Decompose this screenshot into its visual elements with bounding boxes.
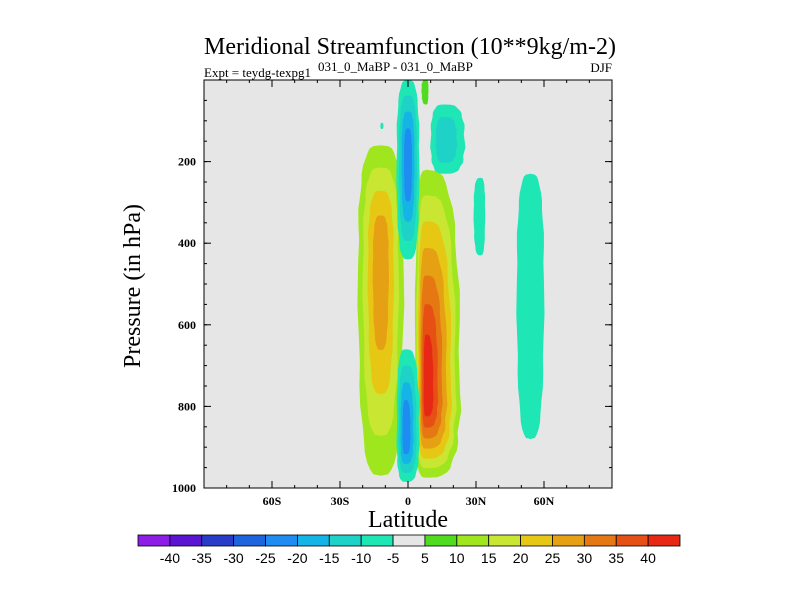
colorbar-label: 20: [513, 550, 529, 566]
axis-ticks: 60S 30S 0 30N 60N 200 400 600 800 1000: [172, 79, 613, 508]
contour-fill-sh-hadley-cell-level-25: [372, 215, 389, 351]
contour-cell-lower-negative-cell: [396, 349, 420, 482]
colorbar-swatch: [328, 534, 362, 547]
contour-fill-nh-upper-small-cell-level--10: [435, 116, 458, 163]
colorbar-label: -40: [160, 550, 180, 566]
subtitle-left: Expt = teydg-texpg1: [204, 65, 311, 80]
x-tick-label: 30S: [331, 494, 350, 508]
subtitle-center: 031_0_MaBP - 031_0_MaBP: [318, 59, 473, 74]
colorbar-swatch: [169, 534, 203, 547]
contour-cell-nh-midlat-cell: [516, 173, 545, 440]
colorbar-swatch: [201, 534, 235, 547]
chart-title: Meridional Streamfunction (10**9kg/m-2): [204, 34, 616, 60]
colorbar-swatch: [456, 534, 490, 547]
colorbar: -40 -35 -30 -25 -20 -15 -10 -5 5 10 15 20 25 30 35 40: [137, 534, 681, 566]
colorbar-label: 10: [449, 550, 465, 566]
x-axis-label: Latitude: [368, 507, 448, 533]
y-tick-label: 200: [178, 155, 196, 169]
contour-fill-nh-small-cell-30n-level--5: [473, 177, 486, 256]
colorbar-swatch: [615, 534, 649, 547]
colorbar-swatch: [552, 534, 585, 547]
y-tick-label: 800: [178, 399, 196, 413]
contour-cell-nh-upper-small-cell: [430, 104, 466, 174]
contour-fill-nh-midlat-cell-level--5: [516, 173, 545, 440]
colorbar-swatch: [520, 534, 553, 547]
colorbar-swatch: [488, 534, 521, 547]
contour-cell-upper-positive-sliver: [421, 80, 429, 105]
colorbar-label: 25: [545, 550, 561, 566]
colorbar-label: 35: [608, 550, 624, 566]
colorbar-label: 5: [421, 550, 429, 566]
contour-fill-lower-negative-cell-level--20: [402, 400, 411, 455]
colorbar-label: -15: [319, 550, 339, 566]
plot-area: 60S 30S 0 30N 60N 200 400 600 800 1000: [172, 79, 613, 508]
colorbar-label: -30: [223, 550, 243, 566]
contour-fill-tiny-negative-dot-level--5: [380, 122, 384, 129]
colorbar-label: -10: [351, 550, 371, 566]
x-tick-label: 30N: [466, 494, 487, 508]
colorbar-swatch: [265, 534, 298, 547]
contour-layer: [357, 80, 545, 482]
colorbar-swatch: [583, 534, 617, 547]
colorbar-swatch: [392, 534, 426, 547]
colorbar-label: -35: [192, 550, 212, 566]
colorbar-label: -20: [287, 550, 307, 566]
colorbar-label: -25: [255, 550, 275, 566]
colorbar-swatch: [647, 534, 681, 547]
contour-fill-nh-hadley-cell-level-40: [423, 334, 434, 417]
y-tick-label: 400: [178, 236, 196, 250]
colorbar-swatch: [360, 534, 394, 547]
colorbar-label: 15: [481, 550, 497, 566]
x-tick-label: 60N: [534, 494, 555, 508]
contour-fill-upper-negative-cell-level--20: [403, 128, 413, 202]
colorbar-swatch: [424, 534, 458, 547]
contour-cell-nh-hadley-cell: [414, 169, 462, 478]
y-axis-label: Pressure (in hPa): [120, 204, 146, 368]
colorbar-swatch: [297, 534, 330, 547]
colorbar-label: -5: [387, 550, 400, 566]
contour-fill-upper-positive-sliver-level-5: [421, 80, 429, 105]
contour-cell-nh-small-cell-30n: [473, 177, 486, 256]
colorbar-swatch: [137, 534, 171, 547]
colorbar-label: 30: [577, 550, 593, 566]
y-tick-label: 600: [178, 318, 196, 332]
x-tick-label: 0: [405, 494, 411, 508]
x-tick-label: 60S: [263, 494, 282, 508]
contour-cell-tiny-negative-dot: [380, 122, 384, 129]
colorbar-label: 40: [640, 550, 656, 566]
contour-cell-upper-negative-cell: [396, 80, 420, 260]
subtitle-right: DJF: [590, 60, 612, 75]
colorbar-swatch: [233, 534, 266, 547]
y-tick-label: 1000: [172, 481, 196, 495]
contour-cell-sh-hadley-cell: [357, 145, 405, 476]
